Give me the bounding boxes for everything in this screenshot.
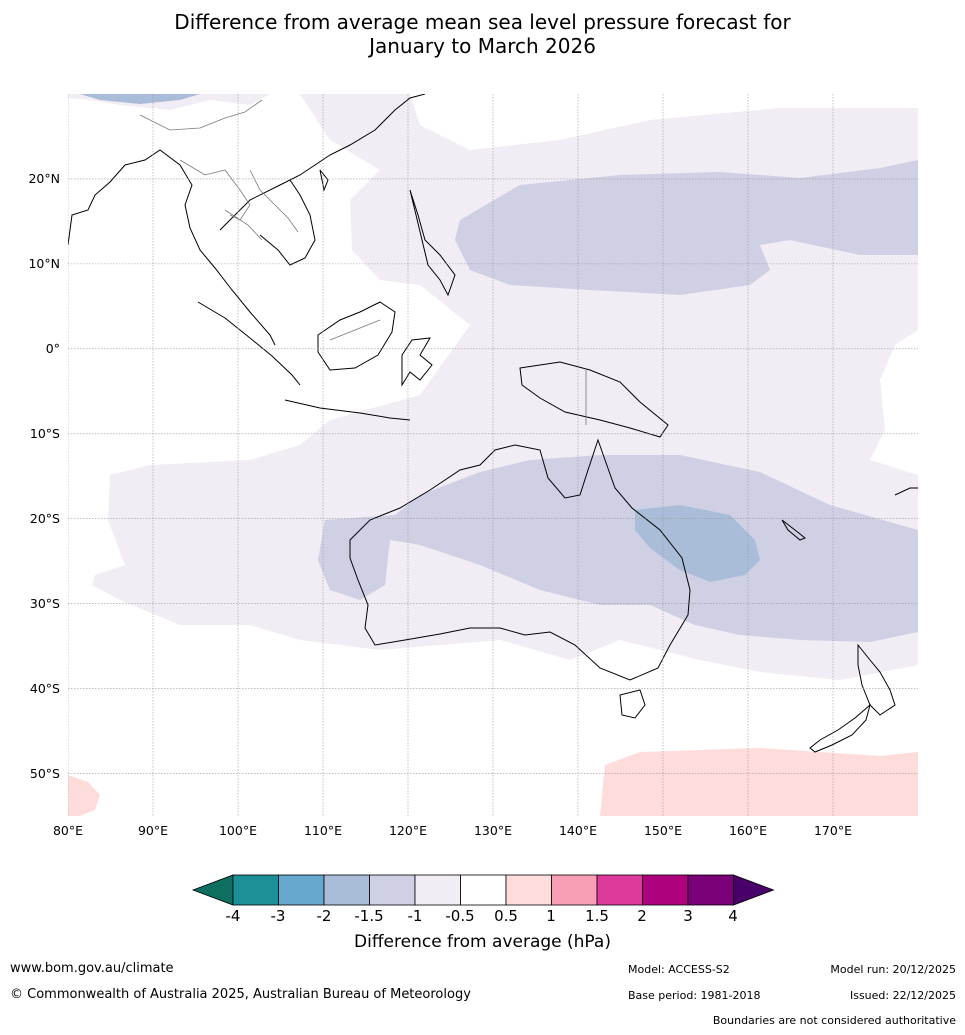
colorbar-bin bbox=[460, 874, 507, 906]
lon-label-150e: 150°E bbox=[643, 823, 682, 838]
colorbar bbox=[191, 874, 775, 906]
chart-title: Difference from average mean sea level p… bbox=[0, 10, 965, 58]
anomaly-zone-minus-2 bbox=[80, 94, 760, 582]
colorbar-bin bbox=[414, 874, 461, 906]
border-china-south bbox=[139, 99, 263, 131]
lon-label-110e: 110°E bbox=[303, 823, 342, 838]
coast-new-caledonia bbox=[781, 519, 806, 541]
coast-taiwan bbox=[319, 169, 329, 192]
colorbar-tick: -1 bbox=[407, 907, 423, 925]
colorbar-bin bbox=[369, 874, 416, 906]
coastlines bbox=[68, 94, 918, 753]
political-borders bbox=[139, 99, 587, 425]
footer-url[interactable]: www.bom.gov.au/climate bbox=[10, 961, 174, 976]
footer-model-run: Model run: 20/12/2025 bbox=[830, 963, 956, 976]
anomaly-zone-minus-1-5 bbox=[318, 160, 918, 642]
lat-label-10s: 10°S bbox=[29, 426, 60, 441]
coast-australia bbox=[349, 438, 691, 681]
colorbar-bin bbox=[551, 874, 598, 906]
title-line-1: Difference from average mean sea level p… bbox=[174, 10, 791, 34]
lat-label-20n: 20°N bbox=[28, 171, 60, 186]
colorbar-bin bbox=[323, 874, 370, 906]
map-plot-area bbox=[68, 94, 918, 816]
colorbar-tick: -4 bbox=[225, 907, 241, 925]
footer-issued: Issued: 22/12/2025 bbox=[849, 989, 956, 1002]
lat-label-30s: 30°S bbox=[29, 596, 60, 611]
colorbar-tick: -2 bbox=[316, 907, 332, 925]
colorbar-bin bbox=[505, 874, 552, 906]
coast-indochina bbox=[68, 149, 276, 346]
coast-philippines bbox=[409, 189, 456, 297]
colorbar-tick: 2 bbox=[637, 907, 647, 925]
coast-sumatra bbox=[197, 301, 301, 386]
coast-tasmania bbox=[619, 689, 646, 719]
coast-new-guinea bbox=[519, 361, 669, 438]
lon-label-160e: 160°E bbox=[728, 823, 767, 838]
anomaly-zone-plus-0-5 bbox=[68, 748, 918, 816]
lon-label-80e: 80°E bbox=[52, 823, 84, 838]
lon-label-120e: 120°E bbox=[388, 823, 427, 838]
footer-copyright: © Commonwealth of Australia 2025, Austra… bbox=[10, 987, 471, 1002]
coast-nz-north bbox=[857, 643, 896, 716]
footer-base-period: Base period: 1981-2018 bbox=[628, 989, 761, 1002]
colorbar-extend-low bbox=[191, 874, 234, 906]
colorbar-bin bbox=[232, 874, 279, 906]
coast-fiji bbox=[894, 487, 918, 496]
coast-borneo bbox=[317, 301, 396, 371]
lat-label-50s: 50°S bbox=[29, 766, 60, 781]
coast-sulawesi bbox=[401, 337, 433, 387]
colorbar-tick: -3 bbox=[270, 907, 286, 925]
lon-label-100e: 100°E bbox=[218, 823, 257, 838]
lon-label-90e: 90°E bbox=[137, 823, 169, 838]
border-laos-vietnam bbox=[249, 169, 299, 233]
title-line-2: January to March 2026 bbox=[369, 34, 596, 58]
colorbar-tick: 3 bbox=[683, 907, 693, 925]
colorbar-label: Difference from average (hPa) bbox=[354, 932, 611, 952]
colorbar-bin bbox=[687, 874, 734, 906]
colorbar-tick: 1 bbox=[546, 907, 556, 925]
footer-model: Model: ACCESS-S2 bbox=[628, 963, 730, 976]
coast-vietnam bbox=[259, 179, 316, 266]
coast-java bbox=[284, 399, 411, 421]
coast-nz-south bbox=[809, 703, 871, 753]
border-borneo bbox=[329, 319, 381, 341]
lat-label-40s: 40°S bbox=[29, 681, 60, 696]
colorbar-tick: 4 bbox=[728, 907, 738, 925]
gridlines bbox=[68, 94, 918, 816]
lat-label-10n: 10°N bbox=[28, 256, 60, 271]
lat-label-20s: 20°S bbox=[29, 511, 60, 526]
colorbar-tick: -0.5 bbox=[445, 907, 475, 925]
lat-label-0: 0° bbox=[45, 341, 60, 356]
colorbar-extend-high bbox=[733, 874, 775, 906]
coast-china bbox=[219, 94, 426, 231]
colorbar-tick: -1.5 bbox=[354, 907, 384, 925]
footer-disclaimer: Boundaries are not considered authoritat… bbox=[712, 1014, 956, 1027]
lon-label-170e: 170°E bbox=[813, 823, 852, 838]
border-thailand-cambodia bbox=[224, 209, 263, 241]
lon-label-140e: 140°E bbox=[558, 823, 597, 838]
colorbar-bin bbox=[596, 874, 643, 906]
colorbar-bin bbox=[642, 874, 689, 906]
colorbar-tick: 1.5 bbox=[585, 907, 609, 925]
colorbar-tick: 0.5 bbox=[494, 907, 518, 925]
colorbar-bin bbox=[278, 874, 325, 906]
lon-label-130e: 130°E bbox=[473, 823, 512, 838]
